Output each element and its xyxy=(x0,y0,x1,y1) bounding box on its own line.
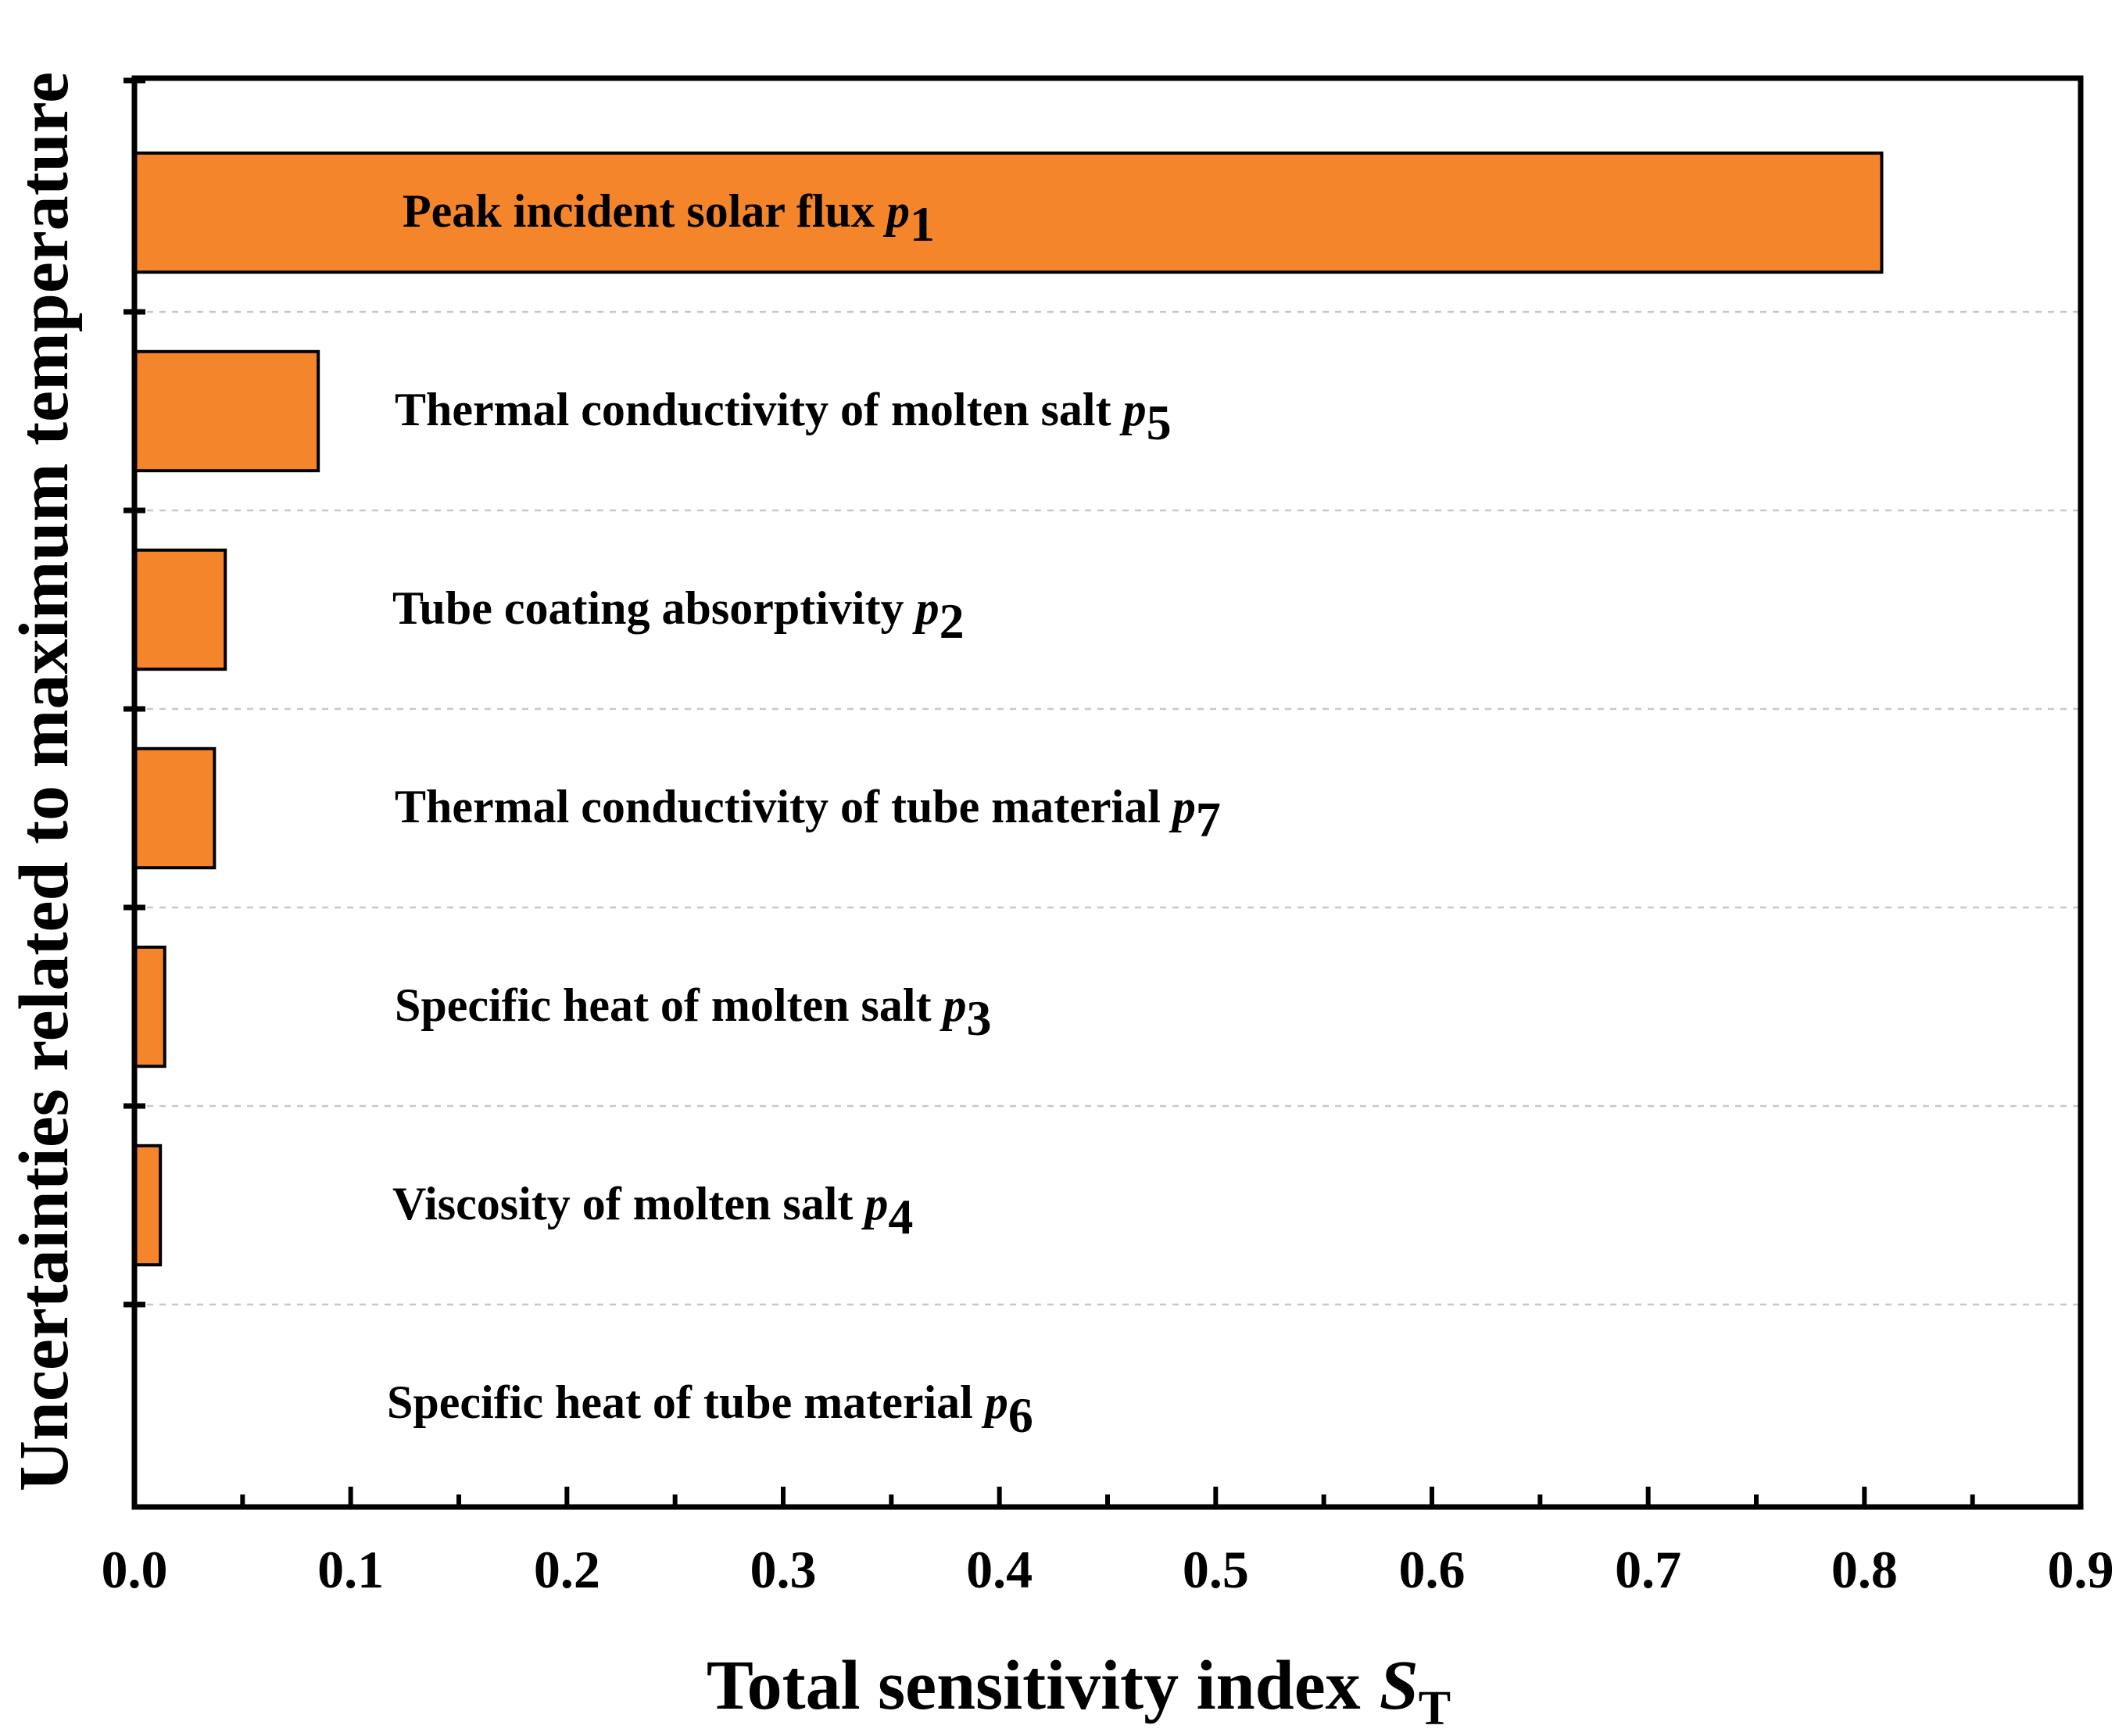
bar-label-name: Peak incident solar flux xyxy=(403,185,886,237)
x-axis-title-subscript: T xyxy=(1419,1682,1451,1735)
bars xyxy=(133,151,1884,1267)
bar-label-name: Viscosity of molten salt xyxy=(392,1178,864,1230)
bar-label-subscript: 3 xyxy=(967,990,992,1046)
bar-p1 xyxy=(133,151,1884,274)
bar-label-p6: Specific heat of tube material p6 xyxy=(387,1376,1033,1443)
bar-label-symbol: p xyxy=(940,979,967,1031)
x-tick-label: 0.5 xyxy=(1183,1540,1249,1599)
y-axis-title: Uncertainties related to maximum tempera… xyxy=(5,72,83,1491)
x-axis-title-text: Total sensitivity index xyxy=(707,1647,1361,1724)
axis-ticks: 0.0 0.1 0.2 0.3 0.4 0.5 0.6 0.7 0.8 0.9 xyxy=(102,77,2114,1599)
x-tick-label: 0.9 xyxy=(2048,1540,2114,1599)
bar-label-name: Thermal conductivity of molten salt xyxy=(395,384,1123,435)
bar-label-p4: Viscosity of molten salt p4 xyxy=(392,1178,913,1244)
x-axis-title-symbol: S xyxy=(1380,1647,1419,1724)
bar-label-symbol: p xyxy=(861,1178,888,1230)
bar-label-p2: Tube coating absorptivity p2 xyxy=(392,582,965,649)
x-tick-label: 0.7 xyxy=(1615,1540,1681,1599)
bar-label-symbol: p xyxy=(912,582,940,634)
x-tick-label: 0.6 xyxy=(1399,1540,1466,1599)
x-tick-label: 0.8 xyxy=(1831,1540,1898,1599)
bar-label-subscript: 4 xyxy=(888,1189,913,1244)
bar-label-name: Tube coating absorptivity xyxy=(392,582,916,634)
bar-label-symbol: p xyxy=(1119,384,1147,435)
bar-label-p5: Thermal conductivity of molten salt p5 xyxy=(395,384,1172,450)
bar-label-symbol: p xyxy=(882,185,910,237)
bar-label-subscript: 5 xyxy=(1147,395,1172,450)
bar-label-p7: Thermal conductivity of tube material p7 xyxy=(395,781,1221,847)
bar-label-p1: Peak incident solar flux p1 xyxy=(403,185,935,252)
bar-p2 xyxy=(133,548,227,671)
bar-label-p3: Specific heat of molten salt p3 xyxy=(395,979,992,1046)
x-axis-title: Total sensitivity index ST xyxy=(707,1647,1451,1735)
x-tick-label: 0.4 xyxy=(966,1540,1033,1599)
bar-p4 xyxy=(133,1144,163,1267)
bar-label-subscript: 7 xyxy=(1196,792,1221,847)
bar-label-subscript: 6 xyxy=(1008,1387,1033,1443)
bar-p3 xyxy=(133,945,166,1068)
bar-label-name: Specific heat of tube material xyxy=(387,1376,985,1428)
bar-p7 xyxy=(133,746,217,870)
bar-label-name: Thermal conductivity of tube material xyxy=(395,781,1172,832)
bar-label-symbol: p xyxy=(981,1376,1008,1428)
x-tick-label: 0.0 xyxy=(102,1540,168,1599)
bar-label-symbol: p xyxy=(1169,781,1196,832)
bar-label-subscript: 1 xyxy=(910,196,935,252)
bar-p5 xyxy=(133,349,320,473)
x-tick-label: 0.1 xyxy=(317,1540,384,1599)
bar-label-name: Specific heat of molten salt xyxy=(395,979,943,1031)
x-tick-label: 0.2 xyxy=(534,1540,600,1599)
x-tick-label: 0.3 xyxy=(750,1540,817,1599)
bar-label-subscript: 2 xyxy=(940,593,965,649)
